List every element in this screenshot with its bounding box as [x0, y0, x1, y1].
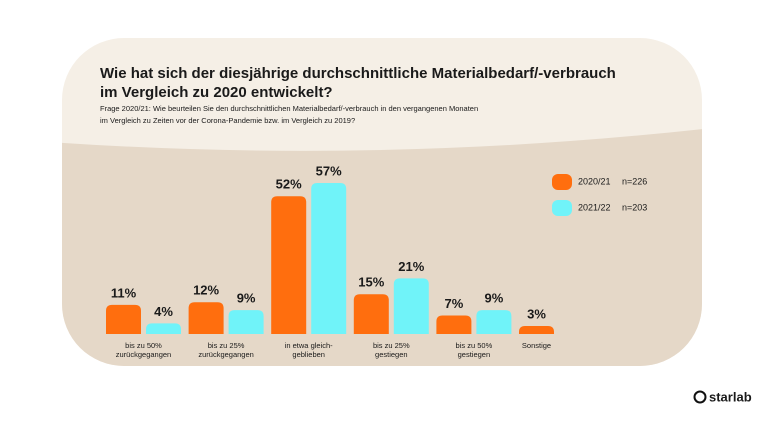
legend-n: n=226	[622, 176, 647, 186]
chart-subtitle: Frage 2020/21: Wie beurteilen Sie den du…	[100, 104, 478, 113]
chart-subtitle: im Vergleich zu Zeiten vor der Corona-Pa…	[100, 116, 355, 125]
logo: starlab	[693, 389, 752, 404]
legend-swatch	[552, 200, 572, 216]
chart-title: Wie hat sich der diesjährige durchschnit…	[100, 65, 616, 82]
bar	[311, 182, 347, 334]
bar	[436, 315, 472, 334]
value-label: 9%	[485, 291, 504, 306]
value-label: 12%	[193, 283, 219, 298]
x-tick-label: Sonstige	[522, 341, 551, 350]
legend-n: n=203	[622, 202, 647, 212]
chart-title: im Vergleich zu 2020 entwickelt?	[100, 84, 333, 101]
value-label: 7%	[445, 296, 464, 311]
x-tick-label: zurückgegangen	[198, 350, 253, 359]
x-tick-label: in etwa gleich-	[285, 341, 333, 350]
x-tick-label: geblieben	[292, 350, 325, 359]
legend-label: 2021/22	[578, 202, 611, 212]
x-tick-label: bis zu 50%	[125, 341, 162, 350]
logo-text: starlab	[709, 389, 752, 404]
x-tick-label: bis zu 25%	[208, 341, 245, 350]
x-tick-label: gestiegen	[458, 350, 491, 359]
bar	[106, 304, 141, 334]
bar	[393, 278, 429, 334]
value-label: 11%	[111, 285, 137, 300]
bar	[353, 294, 389, 334]
bar	[476, 310, 512, 334]
value-label: 4%	[154, 304, 173, 319]
value-label: 21%	[398, 259, 424, 274]
logo-icon	[693, 390, 707, 404]
value-label: 15%	[358, 275, 384, 290]
value-label: 52%	[276, 177, 302, 192]
legend-label: 2020/21	[578, 176, 611, 186]
value-label: 57%	[316, 163, 342, 178]
bar	[228, 310, 264, 334]
bar	[146, 323, 181, 334]
value-label: 3%	[527, 306, 546, 321]
x-tick-label: bis zu 50%	[456, 341, 493, 350]
value-label: 9%	[237, 291, 256, 306]
bar	[519, 326, 554, 334]
x-tick-label: zurückgegangen	[116, 350, 171, 359]
x-tick-label: bis zu 25%	[373, 341, 410, 350]
legend-swatch	[552, 174, 572, 190]
bar	[188, 302, 224, 334]
bar	[271, 196, 307, 334]
x-tick-label: gestiegen	[375, 350, 408, 359]
